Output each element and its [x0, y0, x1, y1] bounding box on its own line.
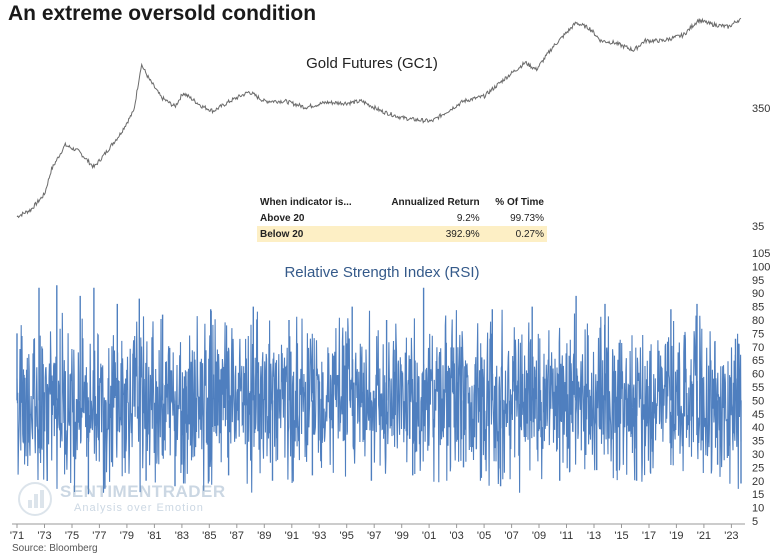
table-header-row: When indicator is... Annualized Return %…: [257, 194, 547, 210]
x-tick-label: '87: [230, 530, 244, 542]
rsi-tick-label: 55: [752, 382, 764, 394]
x-tick-label: '95: [340, 530, 354, 542]
x-tick-label: '81: [147, 530, 161, 542]
row-return: 392.9%: [371, 226, 483, 242]
x-tick-label: '79: [120, 530, 134, 542]
price-tick-label: 35: [752, 221, 764, 233]
row-return: 9.2%: [456, 212, 480, 224]
rsi-chart-title: Relative Strength Index (RSI): [284, 264, 479, 281]
x-tick-label: '89: [257, 530, 271, 542]
rsi-tick-label: 35: [752, 436, 764, 448]
x-tick-label: '09: [532, 530, 546, 542]
table-row: Above 20 9.2% 99.73%: [257, 210, 547, 226]
row-time: 0.27%: [482, 226, 547, 242]
chart-axes: 3503551015202530354045505560657075808590…: [10, 103, 771, 542]
x-tick-label: '93: [312, 530, 326, 542]
table-header-condition: When indicator is...: [260, 196, 352, 208]
rsi-tick-label: 50: [752, 395, 764, 407]
x-tick-label: '99: [395, 530, 409, 542]
row-time: 99.73%: [510, 212, 544, 224]
watermark-tagline: Analysis over Emotion: [74, 502, 204, 514]
x-tick-label: '19: [669, 530, 683, 542]
rsi-tick-label: 105: [752, 248, 770, 260]
rsi-tick-label: 40: [752, 422, 764, 434]
gold-chart-title: Gold Futures (GC1): [306, 55, 438, 72]
x-tick-label: '23: [724, 530, 738, 542]
x-tick-label: '13: [587, 530, 601, 542]
x-tick-label: '77: [92, 530, 106, 542]
rsi-tick-label: 65: [752, 355, 764, 367]
rsi-tick-label: 30: [752, 449, 764, 461]
rsi-tick-label: 85: [752, 302, 764, 314]
watermark-brand: SENTIMENTRADER: [60, 482, 226, 501]
x-tick-label: '75: [65, 530, 79, 542]
rsi-tick-label: 15: [752, 489, 764, 501]
rsi-tick-label: 10: [752, 503, 764, 515]
x-tick-label: '21: [697, 530, 711, 542]
x-tick-label: '05: [477, 530, 491, 542]
price-tick-label: 350: [752, 103, 770, 115]
rsi-chart: [16, 285, 742, 495]
rsi-tick-label: 90: [752, 288, 764, 300]
table-row-highlighted: Below 20 392.9% 0.27%: [257, 226, 547, 242]
rsi-tick-label: 100: [752, 261, 770, 273]
source-note: Source: Bloomberg: [12, 543, 98, 554]
x-tick-label: '15: [614, 530, 628, 542]
rsi-tick-label: 75: [752, 328, 764, 340]
row-label: Above 20: [260, 212, 305, 224]
rsi-extremes: [16, 285, 742, 495]
x-tick-label: '01: [422, 530, 436, 542]
x-tick-label: '71: [10, 530, 24, 542]
sentimentrader-watermark: SENTIMENTRADER Analysis over Emotion: [18, 478, 228, 520]
rsi-tick-label: 80: [752, 315, 764, 327]
rsi-tick-label: 95: [752, 275, 764, 287]
gold-price-chart: [16, 17, 742, 219]
rsi-tick-label: 45: [752, 409, 764, 421]
x-tick-label: '17: [642, 530, 656, 542]
rsi-tick-label: 20: [752, 476, 764, 488]
page-title: An extreme oversold condition: [8, 2, 317, 25]
row-label: Below 20: [257, 226, 372, 242]
bar-chart-logo-icon: [18, 482, 52, 516]
x-tick-label: '97: [367, 530, 381, 542]
x-tick-label: '85: [202, 530, 216, 542]
table-header-time: % Of Time: [495, 196, 544, 208]
x-tick-label: '73: [37, 530, 51, 542]
rsi-tick-label: 60: [752, 369, 764, 381]
stats-table: When indicator is... Annualized Return %…: [257, 194, 547, 242]
rsi-tick-label: 70: [752, 342, 764, 354]
x-tick-label: '83: [175, 530, 189, 542]
gold-price-line: [16, 17, 742, 219]
rsi-tick-label: 25: [752, 462, 764, 474]
table-header-return: Annualized Return: [391, 196, 480, 208]
rsi-tick-label: 5: [752, 516, 758, 528]
x-tick-label: '91: [285, 530, 299, 542]
x-tick-label: '07: [504, 530, 518, 542]
rsi-line: [16, 309, 742, 493]
x-tick-label: '11: [560, 530, 574, 542]
x-tick-label: '03: [449, 530, 463, 542]
